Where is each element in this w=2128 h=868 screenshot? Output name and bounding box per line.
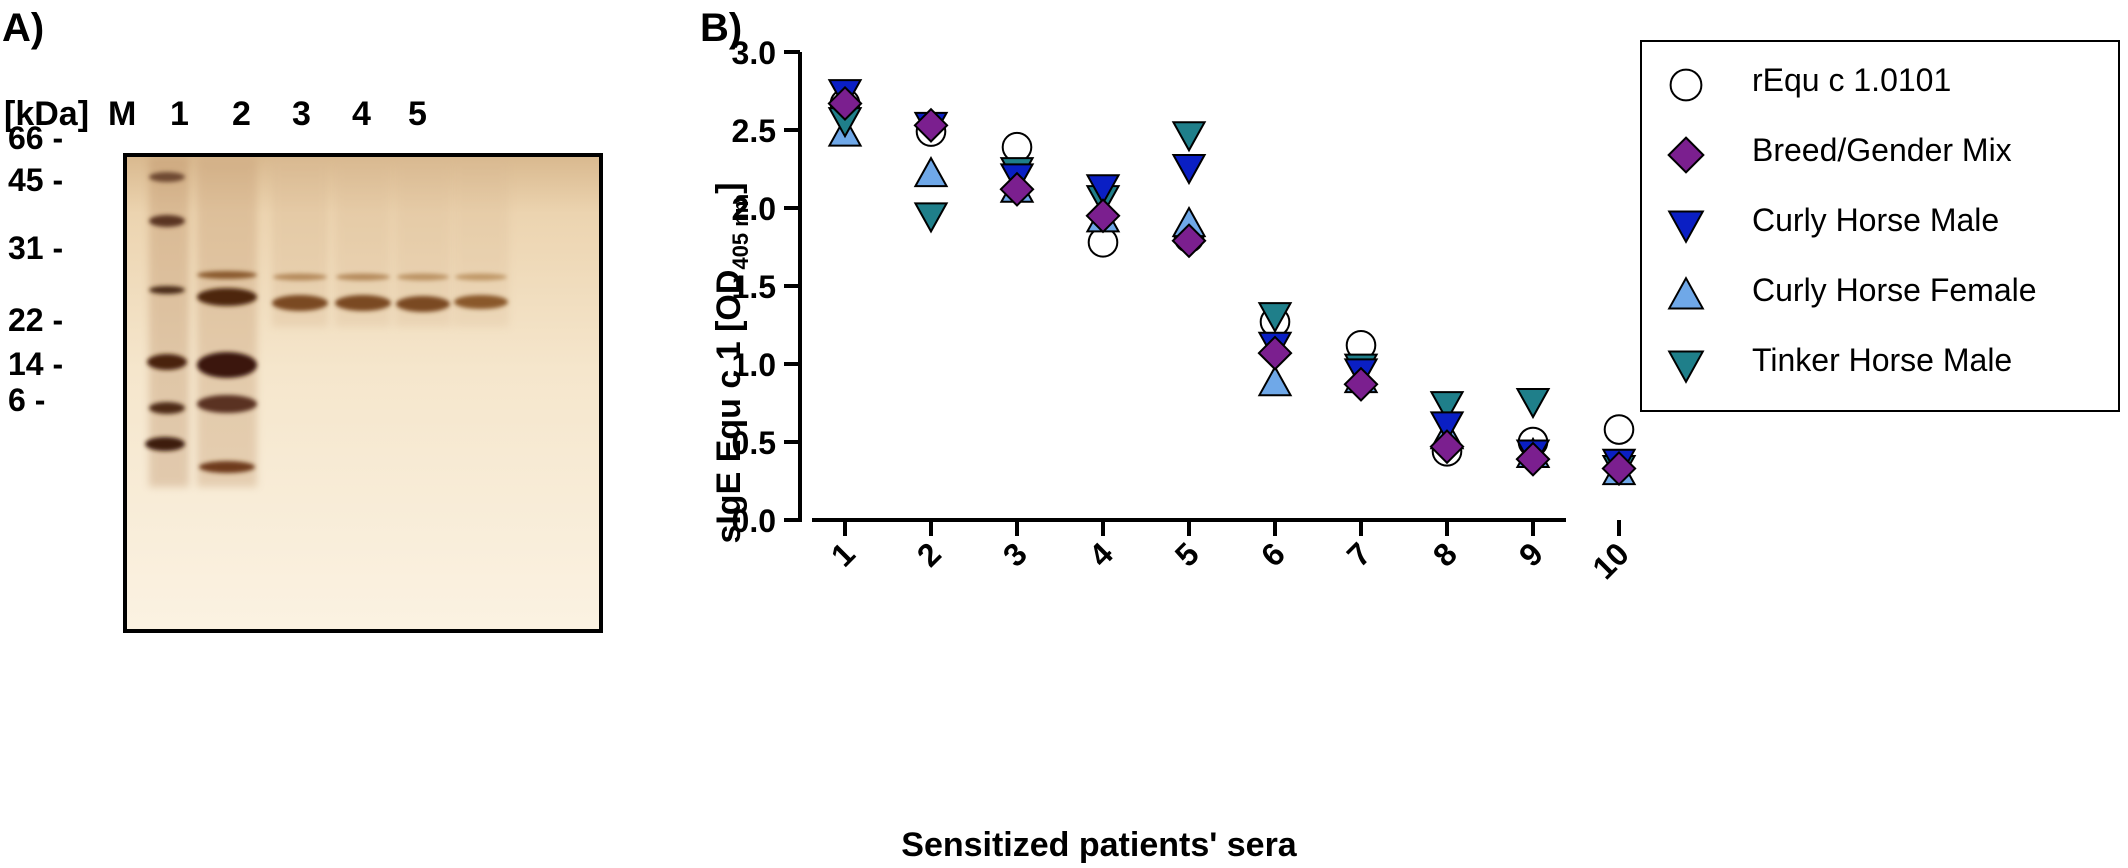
legend-item: Breed/Gender Mix	[1642, 122, 2118, 182]
data-point-breed-gender-mix-9	[1515, 441, 1551, 477]
legend-item: Curly Horse Male	[1642, 192, 2118, 252]
legend-item: Tinker Horse Male	[1642, 332, 2118, 392]
kda-unit-label: [kDa]	[4, 95, 90, 133]
legend-marker-shape	[1667, 350, 1705, 384]
sds-page-gel-image	[123, 153, 603, 633]
legend-item: Curly Horse Female	[1642, 262, 2118, 322]
x-tick-label: 5	[1168, 535, 1206, 573]
lane-1-bands	[197, 271, 257, 473]
x-tick-label: 10	[1585, 535, 1636, 586]
legend-marker-shape	[1667, 276, 1705, 310]
marker-label-6: 6 -	[8, 382, 46, 418]
data-point-curly-horse-male-8	[1429, 411, 1465, 443]
marker-label-66: 66 -	[8, 120, 64, 156]
data-point-tinker-horse-male-8	[1429, 391, 1465, 423]
data-point-tinker-horse-male-9	[1515, 387, 1551, 420]
data-point-breed-gender-mix-2	[913, 107, 949, 143]
legend-item: rEqu c 1.0101	[1642, 52, 2118, 112]
legend-marker-shape	[1667, 136, 1705, 174]
y-tick-label: 2.5	[732, 113, 776, 149]
x-tick-label: 8	[1426, 535, 1464, 573]
lanes-2-5-bands	[272, 273, 508, 312]
y-tick-label: 0.5	[732, 425, 776, 461]
data-point-breed-gender-mix-8	[1429, 429, 1465, 465]
y-tick-label: 0.0	[732, 503, 776, 539]
y-axis-title-subscript: 405 nm	[728, 194, 753, 270]
lane-label-4: 4	[352, 95, 371, 133]
y-axis-title-main: sIgE Equ c 1 [OD	[710, 270, 748, 544]
legend-label: Tinker Horse Male	[1752, 342, 2013, 378]
data-point-breed-gender-mix-3	[999, 171, 1035, 207]
panel-a-label: A)	[2, 6, 45, 50]
data-point-curly-horse-female-2	[913, 156, 949, 188]
lane-label-m: M	[108, 95, 137, 133]
lane-label-3: 3	[292, 95, 311, 133]
marker-lane-bands	[145, 172, 187, 451]
y-axis-title: sIgE Equ c 1 [OD405 nm]	[710, 182, 753, 543]
data-point-breed-gender-mix-6	[1257, 335, 1293, 371]
data-point-tinker-horse-male-6	[1257, 302, 1293, 334]
y-tick-label: 1.0	[732, 347, 776, 383]
x-tick-label: 9	[1512, 535, 1550, 573]
x-tick-label: 7	[1340, 535, 1378, 573]
x-tick-label: 2	[910, 535, 948, 573]
data-point-curly-horse-male-5	[1171, 153, 1207, 186]
panel-b-label: B)	[700, 6, 743, 50]
legend-marker	[1667, 210, 1705, 244]
legend-marker-shape	[1669, 68, 1703, 102]
marker-label-22: 22 -	[8, 302, 64, 338]
legend-label: Breed/Gender Mix	[1752, 132, 2012, 168]
data-point-breed-gender-mix-10	[1601, 450, 1637, 487]
x-tick-label: 3	[996, 535, 1034, 573]
data-point-curly-horse-male-4	[1085, 174, 1121, 206]
y-tick-label: 2.0	[732, 191, 776, 227]
legend-marker	[1667, 136, 1705, 174]
lane-label-2: 2	[232, 95, 251, 133]
lane-label-5: 5	[408, 95, 427, 133]
lane-label-1: 1	[170, 95, 189, 133]
marker-label-45: 45 -	[8, 162, 64, 198]
data-point-breed-gender-mix-1	[827, 85, 863, 122]
x-tick-label: 4	[1082, 535, 1120, 573]
legend-label: Curly Horse Female	[1752, 272, 2037, 308]
data-point-tinker-horse-male-2	[913, 202, 949, 234]
legend-marker	[1667, 276, 1705, 310]
data-point-breed-gender-mix-4	[1085, 198, 1121, 234]
marker-label-31: 31 -	[8, 230, 64, 266]
y-tick-label: 3.0	[732, 35, 776, 71]
legend-marker	[1667, 350, 1705, 384]
marker-label-14: 14 -	[8, 346, 64, 382]
legend-marker-shape	[1667, 210, 1705, 244]
data-point-tinker-horse-male-5	[1171, 121, 1207, 153]
legend-marker	[1669, 68, 1703, 102]
chart-legend: rEqu c 1.0101 Breed/Gender Mix Curly Horse…	[1640, 40, 2120, 412]
y-tick-label: 1.5	[732, 269, 776, 305]
data-point-curly-horse-female-6	[1257, 365, 1293, 397]
data-point-breed-gender-mix-5	[1171, 223, 1207, 259]
legend-label: rEqu c 1.0101	[1752, 62, 1952, 98]
x-axis-title: Sensitized patients' sera	[901, 826, 1298, 864]
legend-label: Curly Horse Male	[1752, 202, 2000, 238]
x-tick-label: 6	[1254, 535, 1292, 573]
data-point-requ-c-1-0101-10	[1603, 414, 1635, 445]
y-axis-title-end: ]	[710, 182, 748, 193]
x-tick-label: 1	[824, 535, 862, 573]
data-point-breed-gender-mix-7	[1343, 366, 1379, 402]
